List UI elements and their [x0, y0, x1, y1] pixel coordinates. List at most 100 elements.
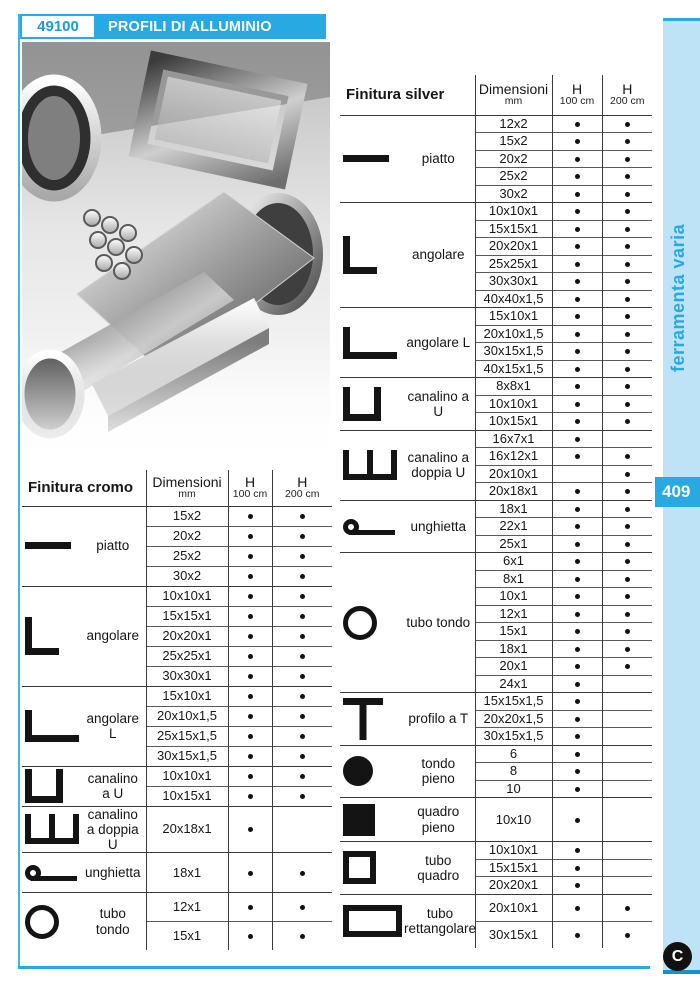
h200-cell	[601, 569, 652, 588]
canalino-u-icon	[343, 386, 381, 421]
availability-dot	[624, 506, 630, 512]
quadro-pieno-icon-zone	[340, 803, 402, 836]
availability-dot	[624, 331, 630, 337]
table-title: Finitura cromo	[22, 470, 146, 507]
unghietta-icon-zone	[340, 518, 402, 535]
column-header-h200: H 200 cm	[601, 75, 652, 116]
unghietta-icon	[343, 518, 395, 535]
section-name-cell: angolare	[340, 202, 475, 308]
availability-dot	[624, 611, 630, 617]
dimension-cell: 15x10x1	[474, 307, 552, 325]
h100-cell	[551, 237, 602, 255]
h200-cell	[271, 505, 332, 526]
dimension-cell: 20x20x1	[474, 237, 552, 255]
availability-dot	[624, 401, 630, 407]
availability-dot	[624, 261, 630, 267]
availability-dot	[299, 574, 305, 580]
h200-cell	[601, 307, 652, 325]
dimension-cell: 30x15x1,5	[145, 745, 228, 766]
availability-dot	[299, 754, 305, 760]
h200-cell	[271, 765, 332, 786]
availability-dot	[299, 594, 305, 600]
h100-cell	[551, 841, 602, 859]
section-name-cell: unghietta	[340, 499, 475, 553]
availability-dot	[624, 174, 630, 180]
angolare-l-icon-zone	[340, 326, 402, 359]
h100-cell	[227, 891, 272, 922]
angolare-icon	[343, 236, 377, 274]
availability-dot	[247, 534, 253, 540]
column-header-h200: H 200 cm	[271, 470, 332, 507]
availability-dot	[574, 296, 580, 302]
canalino-doppia-u-icon-zone	[22, 814, 80, 845]
table-row: 20x1	[340, 657, 652, 675]
h100-cell	[551, 114, 602, 133]
h200-cell	[601, 132, 652, 150]
table-row: 10x15x1	[340, 412, 652, 430]
table-row: 10x10x1	[340, 394, 652, 413]
h100-cell	[551, 762, 602, 780]
dimension-cell: 20x20x1	[145, 625, 228, 646]
dimension-cell: 8x8x1	[474, 377, 552, 395]
table-row: 22x1	[340, 517, 652, 535]
table-row: 20x20x1,5	[340, 709, 652, 728]
section-label: angolare	[411, 247, 465, 263]
h200-cell	[271, 745, 332, 766]
availability-dot	[624, 244, 630, 250]
section-label: piatto	[421, 151, 455, 167]
h200-cell	[601, 744, 652, 763]
section-name-cell: tubo rettangolare	[340, 893, 476, 948]
dim-unit: mm	[178, 488, 196, 501]
availability-dot	[574, 524, 580, 530]
table-row: 20x10x1,5	[340, 324, 652, 343]
dimension-cell: 25x2	[474, 167, 552, 185]
availability-dot	[574, 156, 580, 162]
dimension-cell: 10x10x1	[474, 841, 552, 859]
table-row: 20x10x1	[340, 464, 652, 483]
h200-cell	[271, 891, 332, 922]
h100-cell	[551, 429, 602, 448]
availability-dot	[624, 366, 630, 372]
h200-cell	[601, 692, 652, 710]
availability-dot	[574, 611, 580, 617]
h100-cell	[227, 625, 272, 646]
availability-dot	[624, 524, 630, 530]
availability-dot	[624, 629, 630, 635]
dimension-cell: 15x15x1	[474, 219, 552, 238]
availability-dot	[247, 905, 253, 911]
section-name-cell: tubo quadro	[340, 841, 475, 894]
angolare-icon-zone	[340, 236, 402, 274]
tubo-rettangolare-icon	[343, 905, 402, 938]
dimension-cell: 18x1	[145, 851, 228, 893]
availability-dot	[299, 905, 305, 911]
availability-dot	[624, 139, 630, 145]
section-label: angolare L	[86, 710, 140, 741]
table-row: 30x15x1,5	[22, 745, 332, 766]
dimension-cell: 30x15x1	[474, 920, 552, 948]
brand-logo: C	[663, 942, 692, 971]
table-row: 40x15x1,5	[340, 359, 652, 378]
h200-cell	[601, 114, 652, 133]
section-name-cell: piatto	[22, 505, 146, 586]
h200-cell	[271, 625, 332, 646]
availability-dot	[574, 848, 580, 854]
h100-cell	[551, 727, 602, 745]
availability-dot	[299, 870, 305, 876]
h200-cell	[271, 805, 332, 853]
h200-cell	[271, 705, 332, 726]
dimension-cell: 20x10x1,5	[474, 324, 552, 343]
h100-cell	[227, 685, 272, 706]
availability-dot	[247, 794, 253, 800]
h-label: H	[244, 473, 256, 490]
canalino-doppia-u-icon	[343, 450, 397, 480]
h200-cell	[601, 482, 652, 500]
h100-cell	[551, 289, 602, 308]
tubo-quadro-icon-zone	[340, 851, 402, 885]
table-row: 25x15x1,5	[22, 725, 332, 746]
tondo-pieno-icon	[343, 756, 373, 787]
product-code: 49100	[37, 18, 79, 35]
canalino-u-icon-zone	[22, 769, 80, 803]
section-label: tubo quadro	[417, 852, 460, 883]
dimension-cell: 15x10x1	[145, 685, 228, 706]
dimension-cell: 15x1	[145, 920, 228, 951]
